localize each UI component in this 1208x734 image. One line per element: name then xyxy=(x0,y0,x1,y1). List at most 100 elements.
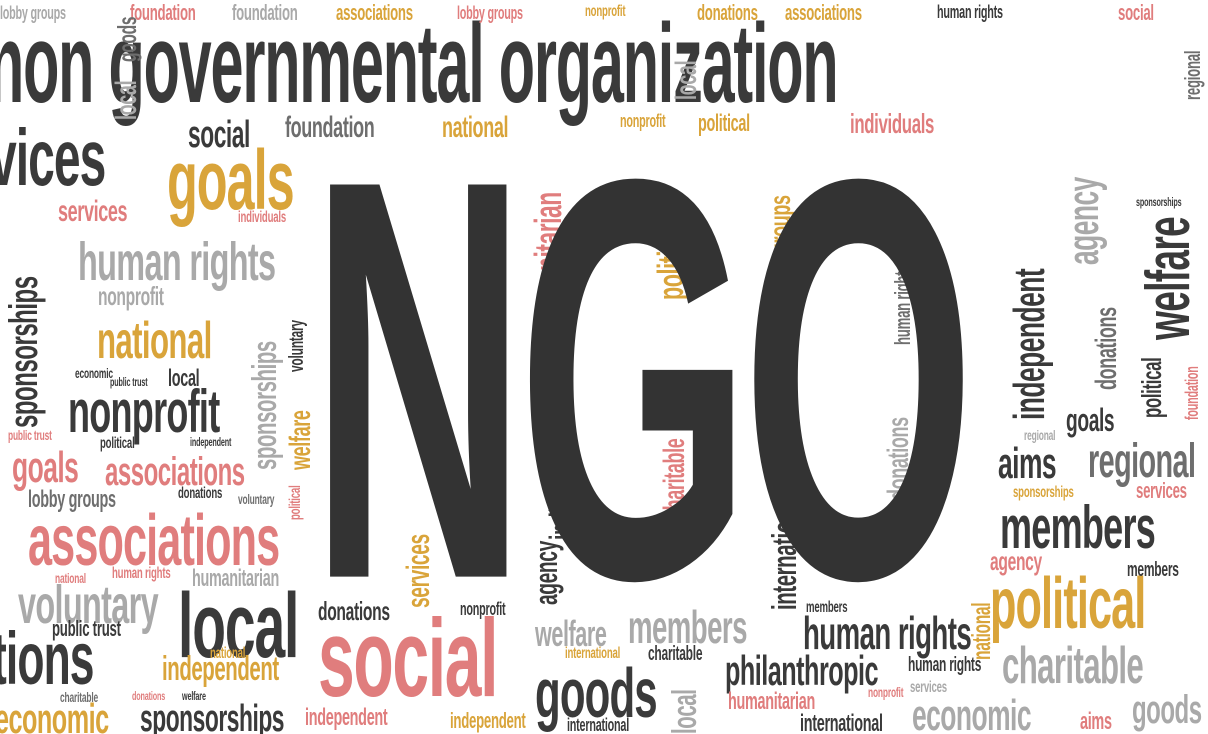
cloud-word: nonprofit xyxy=(68,378,220,445)
cloud-word: sponsorships xyxy=(2,276,46,428)
cloud-word: welfare xyxy=(182,689,206,703)
cloud-word: independent xyxy=(162,650,279,688)
cloud-word: independent xyxy=(450,708,526,733)
cloud-word: donations xyxy=(697,0,758,25)
cloud-word: voluntary xyxy=(286,320,308,372)
cloud-word: services xyxy=(58,195,128,228)
cloud-word: members xyxy=(628,601,747,653)
cloud-word: associations xyxy=(28,501,280,581)
ngo-title-text: NGO xyxy=(310,95,975,615)
cloud-word: goods xyxy=(112,16,142,62)
cloud-word: regional xyxy=(1024,427,1056,443)
cloud-word: lobby groups xyxy=(28,486,116,513)
cloud-word: political xyxy=(990,564,1146,644)
cloud-word: associations xyxy=(105,450,245,494)
cloud-word: human rights xyxy=(908,654,982,676)
cloud-word: political xyxy=(698,110,750,137)
cloud-word: goods xyxy=(535,654,658,732)
cloud-word: economic xyxy=(75,365,113,381)
cloud-word: services xyxy=(910,679,947,696)
cloud-word: local xyxy=(168,365,200,392)
cloud-word: economic xyxy=(912,691,1032,734)
cloud-word: agency xyxy=(990,546,1042,576)
cloud-word: goods xyxy=(1132,688,1202,732)
cloud-word: human rights xyxy=(78,232,276,292)
cloud-word: social xyxy=(1118,0,1154,25)
cloud-word: charitable xyxy=(60,689,99,705)
ngo-title: NGO xyxy=(310,95,1010,615)
cloud-word: donations xyxy=(318,596,390,626)
cloud-word: foundation xyxy=(1182,366,1202,420)
cloud-word: economic xyxy=(0,695,109,734)
cloud-word: regional xyxy=(1180,50,1205,100)
cloud-word: humanitarian xyxy=(728,688,815,715)
cloud-word: local xyxy=(666,689,704,734)
cloud-word: philanthropic xyxy=(725,647,879,694)
cloud-word: lobby groups xyxy=(457,3,523,23)
cloud-word: goals xyxy=(12,443,79,492)
cloud-word: lobby groups xyxy=(0,3,66,23)
cloud-word: local xyxy=(178,575,299,677)
cloud-word: members xyxy=(1127,559,1179,581)
cloud-word: political xyxy=(1136,357,1167,418)
cloud-word: human rights xyxy=(937,2,1003,22)
cloud-word: local xyxy=(110,80,143,120)
cloud-word: donations xyxy=(1090,307,1123,390)
cloud-word: goals xyxy=(167,133,295,227)
cloud-word: agency xyxy=(1059,177,1108,265)
cloud-word: charitable xyxy=(1002,637,1144,695)
cloud-word: foundation xyxy=(232,0,298,25)
cloud-word: goals xyxy=(1066,402,1115,438)
cloud-word: welfare xyxy=(1134,217,1203,340)
cloud-word: nonprofit xyxy=(98,281,164,311)
cloud-word: social xyxy=(188,114,250,156)
cloud-word: human rights xyxy=(803,607,972,659)
cloud-word: welfare xyxy=(535,613,607,654)
cloud-word: services xyxy=(1136,478,1187,503)
cloud-word: members xyxy=(806,599,848,616)
cloud-word: tions xyxy=(0,617,95,700)
cloud-word: donations xyxy=(132,689,166,703)
cloud-word: political xyxy=(100,435,135,452)
cloud-word: independent xyxy=(1005,268,1054,420)
cloud-word: international xyxy=(800,710,883,734)
cloud-word: nonprofit xyxy=(585,3,626,20)
cloud-word: associations xyxy=(785,0,862,25)
cloud-word: voluntary xyxy=(238,491,275,507)
cloud-word: donations xyxy=(178,485,223,502)
cloud-word: voluntary xyxy=(18,575,159,635)
cloud-word: national xyxy=(210,645,246,662)
cloud-word: sponsorships xyxy=(246,341,284,470)
cloud-word: individuals xyxy=(850,108,935,139)
cloud-word: foundation xyxy=(130,0,196,25)
cloud-word: foundation xyxy=(285,111,375,144)
cloud-word: members xyxy=(1000,494,1156,561)
cloud-word: public trust xyxy=(52,616,121,641)
cloud-word: sponsorships xyxy=(1013,484,1074,501)
cloud-word: social xyxy=(318,597,499,720)
cloud-word: human rights xyxy=(112,565,171,582)
cloud-word: nonprofit xyxy=(620,111,666,131)
cloud-word: regional xyxy=(1088,435,1196,488)
cloud-word: nonprofit xyxy=(868,684,904,700)
cloud-word: individuals xyxy=(238,209,287,226)
cloud-word: humanitarian xyxy=(192,565,279,592)
cloud-word: aims xyxy=(998,439,1057,488)
cloud-word: associations xyxy=(336,0,413,25)
cloud-word: charitable xyxy=(648,643,703,665)
cloud-word: independent xyxy=(305,704,388,731)
cloud-word: international xyxy=(567,715,630,734)
cloud-word: international xyxy=(565,645,621,662)
cloud-word: vices xyxy=(0,113,106,202)
cloud-word: national xyxy=(442,111,509,144)
cloud-word: political xyxy=(287,485,304,520)
cloud-word: aims xyxy=(1080,708,1112,734)
cloud-word: non governmental organization xyxy=(0,1,839,126)
cloud-word: public trust xyxy=(8,427,52,443)
cloud-word: sponsorships xyxy=(140,698,285,734)
cloud-word: independent xyxy=(190,435,232,449)
cloud-word: national xyxy=(55,570,86,586)
cloud-word: national xyxy=(97,312,212,370)
cloud-word: nonprofit xyxy=(460,599,506,619)
